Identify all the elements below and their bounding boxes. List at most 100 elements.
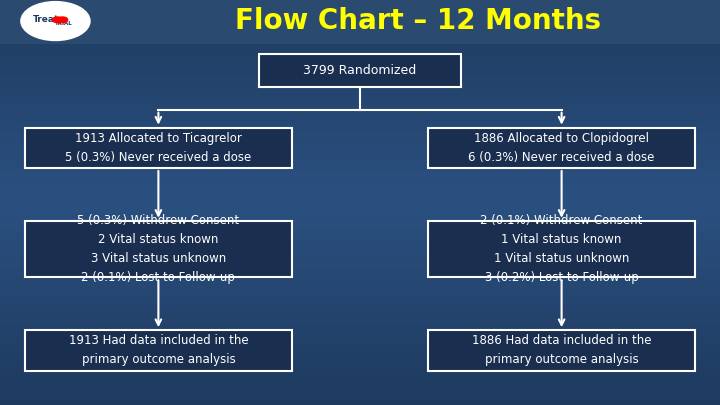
Bar <box>0 284 720 288</box>
Text: 1913 Allocated to Ticagrelor
5 (0.3%) Never received a dose: 1913 Allocated to Ticagrelor 5 (0.3%) Ne… <box>66 132 251 164</box>
Bar <box>0 117 720 121</box>
Bar <box>0 122 720 126</box>
Bar <box>0 354 720 360</box>
Bar <box>0 40 720 46</box>
Circle shape <box>53 17 63 23</box>
Bar <box>0 46 720 51</box>
Bar <box>0 111 720 117</box>
Text: 2 (0.1%) Withdrew Consent
1 Vital status known
1 Vital status unknown
3 (0.2%) L: 2 (0.1%) Withdrew Consent 1 Vital status… <box>480 214 643 284</box>
Bar <box>0 0 720 43</box>
Bar <box>0 207 720 213</box>
Bar <box>0 390 720 395</box>
Bar <box>0 198 720 202</box>
Bar <box>0 162 720 167</box>
Bar <box>0 273 720 279</box>
Bar <box>0 5 720 10</box>
Bar <box>0 233 720 238</box>
Bar <box>0 263 720 269</box>
Bar <box>0 253 720 258</box>
Bar <box>0 400 720 405</box>
Bar <box>0 228 720 233</box>
Text: TRIAL: TRIAL <box>55 21 73 26</box>
Bar <box>0 25 720 30</box>
Bar <box>0 344 720 349</box>
Circle shape <box>21 2 90 40</box>
Bar <box>0 324 720 329</box>
Bar <box>0 182 720 187</box>
Bar <box>0 288 720 294</box>
Bar <box>0 152 720 157</box>
Bar <box>0 314 720 319</box>
Bar <box>0 15 720 20</box>
Bar <box>0 319 720 324</box>
FancyBboxPatch shape <box>259 54 461 87</box>
Bar <box>0 269 720 273</box>
Bar <box>0 364 720 369</box>
Circle shape <box>58 17 68 23</box>
Text: 1886 Had data included in the
primary outcome analysis: 1886 Had data included in the primary ou… <box>472 334 652 367</box>
Bar <box>0 20 720 25</box>
Bar <box>0 101 720 107</box>
FancyBboxPatch shape <box>428 330 695 371</box>
Bar <box>0 107 720 111</box>
Text: 1913 Had data included in the
primary outcome analysis: 1913 Had data included in the primary ou… <box>68 334 248 367</box>
FancyBboxPatch shape <box>25 330 292 371</box>
Bar <box>0 309 720 314</box>
Bar <box>0 304 720 309</box>
Bar <box>0 61 720 66</box>
Bar <box>0 137 720 142</box>
Bar <box>0 334 720 339</box>
Bar <box>0 213 720 218</box>
Bar <box>0 258 720 263</box>
Bar <box>0 329 720 334</box>
Bar <box>0 339 720 344</box>
Bar <box>0 0 720 5</box>
Bar <box>0 299 720 304</box>
Bar <box>0 167 720 172</box>
Text: 3799 Randomized: 3799 Randomized <box>303 64 417 77</box>
Bar <box>0 395 720 400</box>
Bar <box>0 56 720 61</box>
Bar <box>0 36 720 41</box>
Text: 5 (0.3%) Withdrew Consent
2 Vital status known
3 Vital status unknown
2 (0.1%) L: 5 (0.3%) Withdrew Consent 2 Vital status… <box>77 214 240 284</box>
Bar <box>0 223 720 228</box>
Bar <box>0 51 720 56</box>
Text: Treat: Treat <box>33 15 59 24</box>
Bar <box>0 202 720 207</box>
Bar <box>0 279 720 284</box>
Bar <box>0 192 720 198</box>
Bar <box>0 218 720 223</box>
Bar <box>0 294 720 299</box>
Bar <box>0 142 720 147</box>
Bar <box>0 66 720 71</box>
Bar <box>0 10 720 15</box>
Bar <box>0 96 720 101</box>
Bar <box>0 76 720 81</box>
Text: 1886 Allocated to Clopidogrel
6 (0.3%) Never received a dose: 1886 Allocated to Clopidogrel 6 (0.3%) N… <box>469 132 654 164</box>
Bar <box>0 132 720 137</box>
Bar <box>0 30 720 36</box>
FancyBboxPatch shape <box>25 221 292 277</box>
Bar <box>0 71 720 76</box>
Bar <box>0 375 720 380</box>
Text: Flow Chart – 12 Months: Flow Chart – 12 Months <box>235 7 600 36</box>
Bar <box>0 188 720 192</box>
Bar <box>0 385 720 390</box>
Bar <box>0 248 720 253</box>
Bar <box>0 380 720 385</box>
Bar <box>0 360 720 364</box>
Bar <box>0 172 720 177</box>
FancyBboxPatch shape <box>428 128 695 168</box>
Bar <box>0 349 720 354</box>
Bar <box>0 238 720 243</box>
Bar <box>0 86 720 91</box>
Bar <box>0 126 720 132</box>
Bar <box>0 157 720 162</box>
Bar <box>0 243 720 248</box>
FancyBboxPatch shape <box>428 221 695 277</box>
Bar <box>0 177 720 182</box>
Bar <box>0 91 720 96</box>
Bar <box>0 369 720 375</box>
Bar <box>0 81 720 86</box>
FancyBboxPatch shape <box>25 128 292 168</box>
